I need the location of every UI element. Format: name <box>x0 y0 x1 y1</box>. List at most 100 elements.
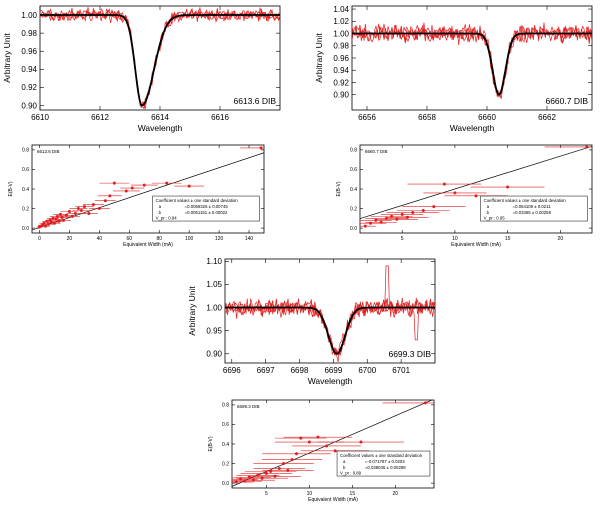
x-tick-label: 15 <box>350 491 356 497</box>
point-marker <box>82 205 86 209</box>
correlation-coefficient: V_pr : 0.89 <box>340 471 362 476</box>
observed-spectrum-line <box>40 7 280 109</box>
y-tick-label: 1.05 <box>206 280 222 289</box>
coefficient-box-frame <box>152 195 260 222</box>
data-point <box>365 220 397 224</box>
y-tick-label: 0.95 <box>206 326 222 335</box>
point-marker <box>97 207 101 211</box>
data-point <box>60 209 79 213</box>
point-marker <box>60 215 64 219</box>
x-axis-label: Wavelength <box>308 376 353 386</box>
dib-label: 6613.6 DIB <box>37 149 60 154</box>
point-marker <box>316 435 320 439</box>
point-marker <box>108 194 112 198</box>
x-axis-label: Equivalent Width (mA) <box>123 242 173 248</box>
x-tick-label: 6698 <box>291 366 309 375</box>
data-point <box>240 471 293 475</box>
x-tick-label: 10 <box>452 236 458 242</box>
y-tick-label: 1.02 <box>333 17 349 26</box>
data-point <box>470 185 545 189</box>
data-point <box>69 207 88 211</box>
panel-corr-6699: 5 10 15 20 0.0 0.2 0.4 0.6 0.8 Equivalent Width (… <box>208 399 435 503</box>
y-tick-label: 1.00 <box>333 29 349 38</box>
point-marker <box>363 224 367 228</box>
y-tick-label: 1.00 <box>21 11 37 20</box>
model-spectrum-line <box>225 306 435 355</box>
y-tick-label: 0.0 <box>22 226 29 232</box>
model-spectrum-line <box>352 32 592 96</box>
y-tick-label: 0.90 <box>333 91 349 100</box>
y-tick-label: 0.0 <box>350 226 357 232</box>
dib-label: 6660.7 DIB <box>365 149 388 154</box>
x-tick-label: 6697 <box>257 366 275 375</box>
point-marker <box>423 401 427 405</box>
point-marker <box>273 474 277 478</box>
coefficient-a-value: =0.0059325 ± 0.00745 <box>185 204 229 209</box>
point-marker <box>585 145 589 149</box>
data-point <box>249 474 301 478</box>
data-point <box>283 435 353 439</box>
x-tick-label: 20 <box>558 236 564 242</box>
point-marker <box>282 462 286 466</box>
data-point <box>317 440 404 444</box>
y-tick-label: 0.2 <box>350 206 357 212</box>
x-tick-label: 5 <box>265 491 268 497</box>
data-point <box>99 181 130 185</box>
x-axis-label: Wavelength <box>138 123 183 133</box>
point-marker <box>333 449 337 453</box>
x-tick-label: 20 <box>393 491 399 497</box>
panel-spectrum-6660: 6656 6658 6660 6662 0.90 0.92 0.94 0.96 0.98 1.00… <box>314 5 593 133</box>
point-marker <box>67 209 71 213</box>
observed-spectrum-line <box>352 22 592 99</box>
data-point <box>40 224 50 228</box>
coefficient-b-value: =0.0051151 ± 0.00022 <box>185 210 228 215</box>
coefficient-b-value: =0.03355 ± 0.00258 <box>513 210 552 215</box>
x-axis-label: Equivalent Width (mA) <box>308 497 358 503</box>
y-tick-label: 0.8 <box>222 403 229 409</box>
data-point <box>375 217 418 221</box>
x-tick-label: 140 <box>245 236 254 242</box>
data-point <box>79 211 98 215</box>
data-point <box>253 462 314 466</box>
y-tick-label: 0.8 <box>350 148 357 154</box>
data-point <box>97 194 122 198</box>
y-tick-label: 0.96 <box>333 54 349 63</box>
data-point <box>396 209 450 213</box>
data-point <box>54 215 70 219</box>
fit-line <box>232 400 433 487</box>
x-tick-label: 6612 <box>91 113 109 122</box>
point-marker <box>52 221 56 225</box>
point-marker <box>325 444 329 448</box>
point-marker <box>187 184 191 188</box>
point-marker <box>400 212 404 216</box>
data-point <box>236 476 288 480</box>
coefficient-b-label: b <box>159 210 162 215</box>
data-point <box>402 205 466 209</box>
data-point <box>151 181 182 185</box>
x-axis-label: Equivalent Width (mA) <box>451 242 501 248</box>
point-marker <box>130 186 134 190</box>
y-axis-label: E(B-V) <box>336 181 342 196</box>
y-tick-label: 0.90 <box>21 101 37 110</box>
point-marker <box>405 215 409 219</box>
x-tick-label: 60 <box>127 236 133 242</box>
x-tick-label: 6662 <box>538 113 556 122</box>
y-tick-label: 0.94 <box>21 65 37 74</box>
x-tick-label: 80 <box>156 236 162 242</box>
y-axis-label: Arbitrary Unit <box>314 33 324 83</box>
data-point <box>64 214 80 218</box>
data-point <box>82 203 104 207</box>
y-tick-label: 0.4 <box>350 187 357 193</box>
coefficient-box-frame <box>480 195 588 222</box>
point-marker <box>87 211 91 215</box>
point-marker <box>307 440 311 444</box>
x-tick-label: 10 <box>307 491 313 497</box>
y-tick-label: 0.98 <box>333 42 349 51</box>
data-point <box>382 401 434 405</box>
y-tick-label: 1.00 <box>206 303 222 312</box>
plot-frame <box>39 5 281 111</box>
y-tick-label: 1.04 <box>333 5 349 14</box>
y-tick-label: 0.90 <box>206 350 222 359</box>
plot-frame <box>224 258 436 364</box>
point-marker <box>76 207 80 211</box>
